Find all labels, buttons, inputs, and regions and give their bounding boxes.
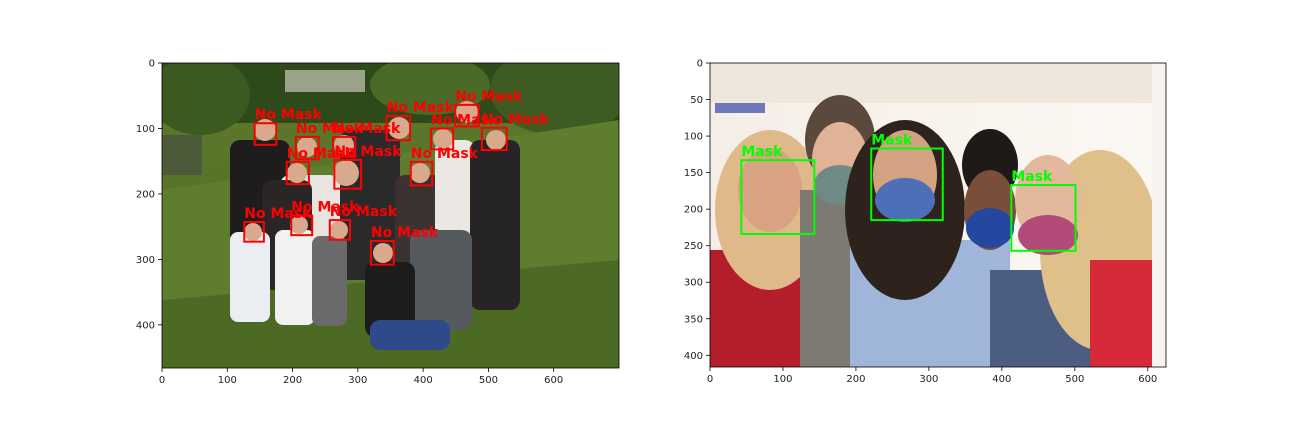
detection-label: No Mask [244,206,312,222]
detection-label: No Mask [330,204,398,220]
y-tick-label: 150 [684,168,703,179]
detection-label: No Mask [291,200,359,216]
x-tick-label: 600 [544,375,563,386]
y-tick-label: 50 [690,95,703,106]
y-tick-label: 100 [136,124,155,135]
detection-box [369,240,395,266]
detection-label: Mask [1011,169,1053,185]
x-tick-label: 300 [919,374,938,385]
detection-label: No Mask [296,121,364,137]
x-tick-label: 100 [773,374,792,385]
detection-box [333,158,363,190]
right-image-panel: 0 100 200 300 400 500 600 0 50 100 150 200 250 300 35… [684,59,1167,385]
y-tick-label: 350 [684,314,703,325]
detection-box [409,160,434,187]
left-y-axis: 0 100 200 300 400 [136,59,162,331]
x-tick-label: 400 [992,374,1011,385]
detection-box [253,122,278,146]
detection-box [870,147,944,222]
y-tick-label: 0 [697,59,703,70]
y-tick-label: 300 [684,278,703,289]
detection-label: No Mask [455,89,523,105]
y-tick-label: 0 [149,59,155,70]
detection-label: No Mask [255,107,323,123]
x-tick-label: 600 [1138,374,1157,385]
left-x-axis: 0 100 200 300 400 500 600 [159,368,563,386]
y-tick-label: 100 [684,132,703,143]
detection-label: No Mask [411,146,479,162]
detection-box [429,127,455,151]
left-image-panel: 0 100 200 300 400 500 600 0 100 200 300 400 No Mas… [136,59,620,386]
x-tick-label: 500 [479,375,498,386]
detection-box [480,126,508,152]
detection-label: No Mask [334,144,402,160]
detection-box [1010,184,1077,252]
detection-box [285,160,310,186]
x-tick-label: 500 [1065,374,1084,385]
detection-label: No Mask [431,112,499,128]
detection-box [328,219,352,241]
x-tick-label: 0 [707,374,713,385]
x-tick-label: 200 [283,375,302,386]
x-tick-label: 0 [159,375,165,386]
right-y-axis: 0 50 100 150 200 250 300 350 400 [684,59,710,362]
detection-box [294,135,320,161]
detection-label: No Mask [482,112,550,128]
right-x-axis: 0 100 200 300 400 500 600 [707,367,1157,385]
detection-label: Mask [871,133,913,149]
detection-label: No Mask [333,121,401,137]
detection-label: Mask [741,144,783,160]
family-photo [162,63,619,368]
y-tick-label: 400 [684,351,703,362]
y-tick-label: 300 [136,255,155,266]
friends-photo [710,63,1166,367]
y-tick-label: 250 [684,241,703,252]
y-tick-label: 400 [136,320,155,331]
detection-label: No Mask [387,100,455,116]
detection-label: No Mask [371,225,439,241]
detection-box [290,214,314,237]
left-axes-frame [161,62,620,369]
x-tick-label: 200 [846,374,865,385]
x-tick-label: 300 [348,375,367,386]
detection-box [332,135,357,158]
right-detections: Mask Mask Mask [740,133,1077,252]
detection-box [454,103,480,128]
detection-box [385,115,412,142]
x-tick-label: 400 [414,375,433,386]
x-tick-label: 100 [218,375,237,386]
detection-box [243,221,265,243]
right-axes-frame [709,62,1167,368]
y-tick-label: 200 [136,189,155,200]
detection-box [740,159,816,235]
detection-label: No Mask [287,146,355,162]
y-tick-label: 200 [684,205,703,216]
